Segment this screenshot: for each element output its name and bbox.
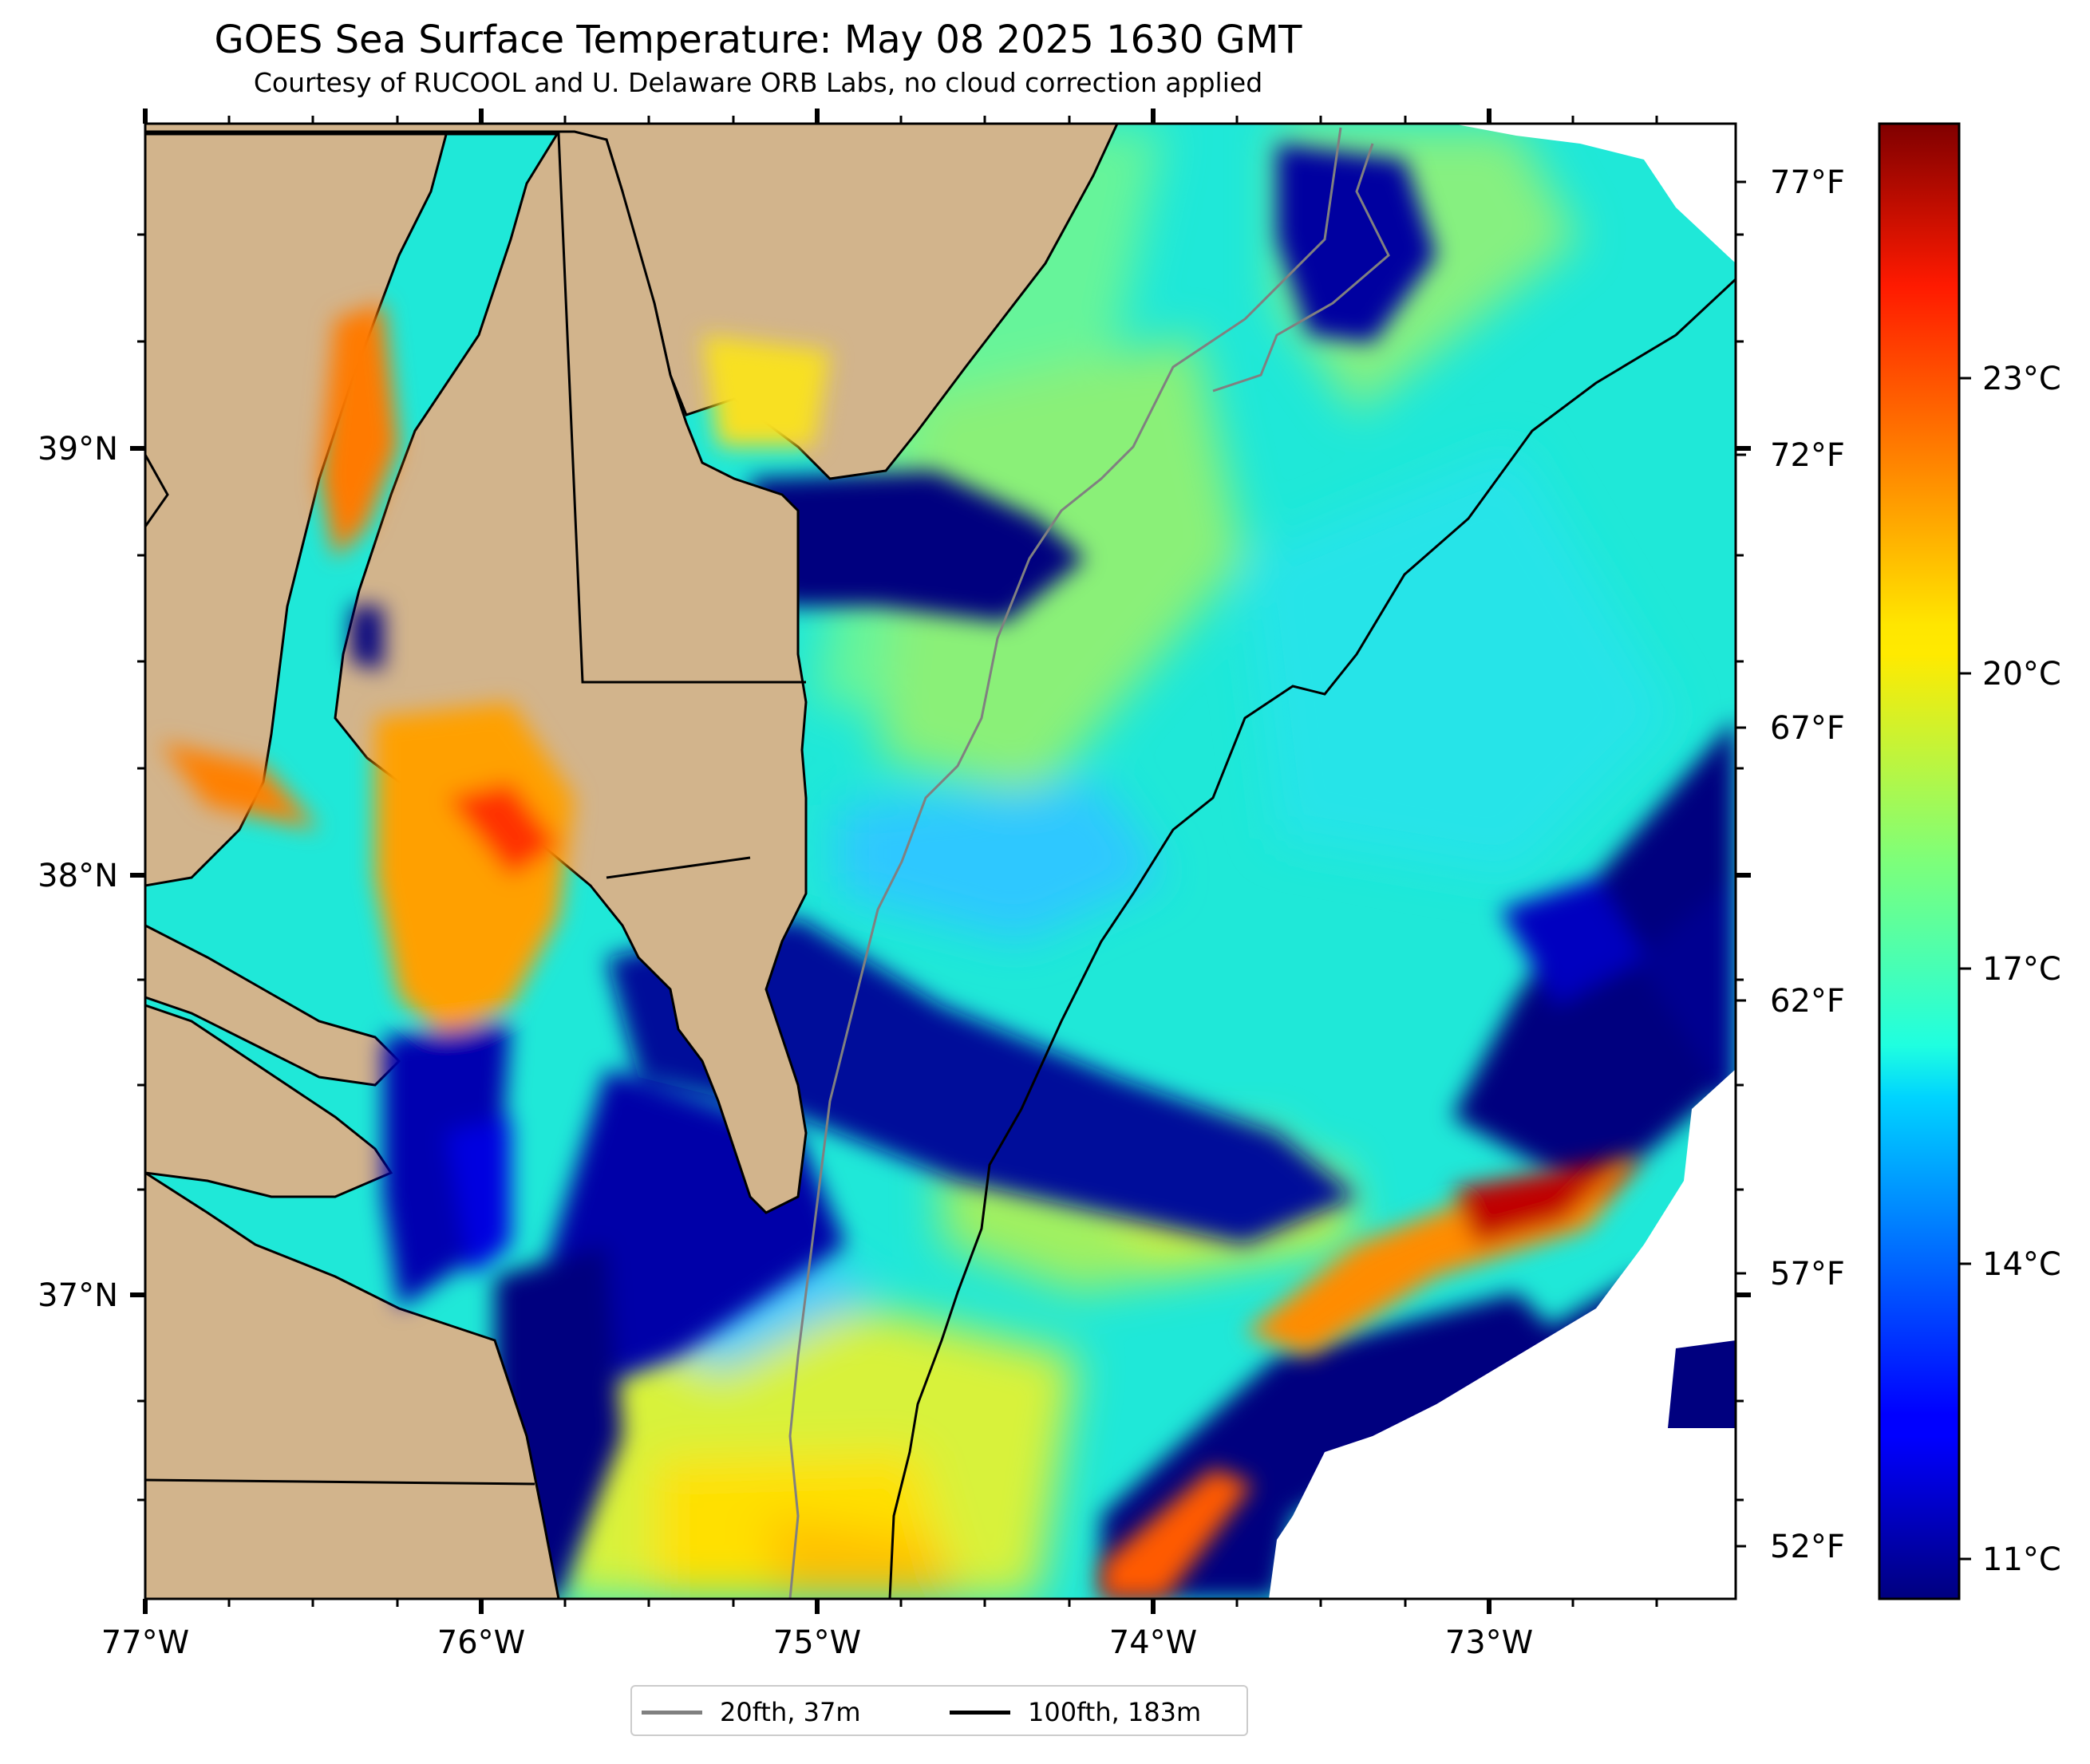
no-data-region	[1269, 1069, 1736, 1599]
land-delmarva	[145, 130, 808, 1214]
minor-ticks	[137, 116, 1744, 1607]
fahrenheit-tick-label: 77°F	[1770, 164, 1845, 201]
lat-tick-label: 38°N	[38, 858, 118, 894]
lon-tick-label: 77°W	[101, 1624, 189, 1661]
map-frame	[144, 122, 1737, 1600]
warm-filament	[1101, 1157, 1644, 1599]
legend-item-100fth: 100fth, 183m	[950, 1696, 1201, 1728]
lon-tick-label: 73°W	[1445, 1624, 1533, 1661]
state-borders	[145, 132, 806, 1486]
colorbar-tick-label: 17°C	[1982, 951, 2061, 988]
colorbar-tick-label: 23°C	[1982, 361, 2061, 397]
map-subtitle: Courtesy of RUCOOL and U. Delaware ORB L…	[253, 67, 1263, 98]
lat-tick-label: 39°N	[38, 431, 118, 468]
fahrenheit-tick-label: 62°F	[1770, 983, 1845, 1020]
lon-tick-label: 75°W	[773, 1624, 861, 1661]
legend-swatch	[950, 1710, 1010, 1715]
fahrenheit-tick-label: 72°F	[1770, 437, 1845, 474]
legend-swatch	[642, 1710, 702, 1715]
no-data-patch	[1668, 1340, 1736, 1428]
bay-water	[160, 303, 830, 1308]
colorbar	[1878, 122, 1961, 1600]
lat-tick-label: 37°N	[38, 1277, 118, 1314]
legend-label: 100fth, 183m	[1028, 1697, 1202, 1727]
fahrenheit-ticks	[1736, 180, 1746, 1548]
map-title: GOES Sea Surface Temperature: May 08 202…	[214, 18, 1302, 62]
colorbar-tick-label: 20°C	[1982, 656, 2061, 693]
major-ticks	[130, 109, 1751, 1614]
land-virginia	[145, 1171, 560, 1599]
colorbar-ticks	[1959, 377, 1971, 1561]
colorbar-tick-label: 11°C	[1982, 1541, 2061, 1578]
isobath-100fth	[888, 278, 1736, 1599]
legend-item-20fth: 20fth, 37m	[642, 1696, 860, 1728]
map-area	[145, 124, 1736, 1599]
contour-legend: 20fth, 37m 100fth, 183m	[630, 1685, 1248, 1736]
lon-tick-label: 74°W	[1109, 1624, 1197, 1661]
colorbar-tick-label: 14°C	[1982, 1246, 2061, 1283]
isobath-20fth	[788, 127, 1342, 1599]
fahrenheit-tick-label: 52°F	[1770, 1529, 1845, 1565]
isobath-20fth-shelf	[1212, 143, 1390, 393]
fahrenheit-tick-label: 57°F	[1770, 1256, 1845, 1292]
lon-tick-label: 76°W	[437, 1624, 525, 1661]
fahrenheit-tick-label: 67°F	[1770, 710, 1845, 747]
land-cape-hatteras-area	[1452, 124, 1736, 263]
legend-label: 20fth, 37m	[720, 1697, 861, 1727]
